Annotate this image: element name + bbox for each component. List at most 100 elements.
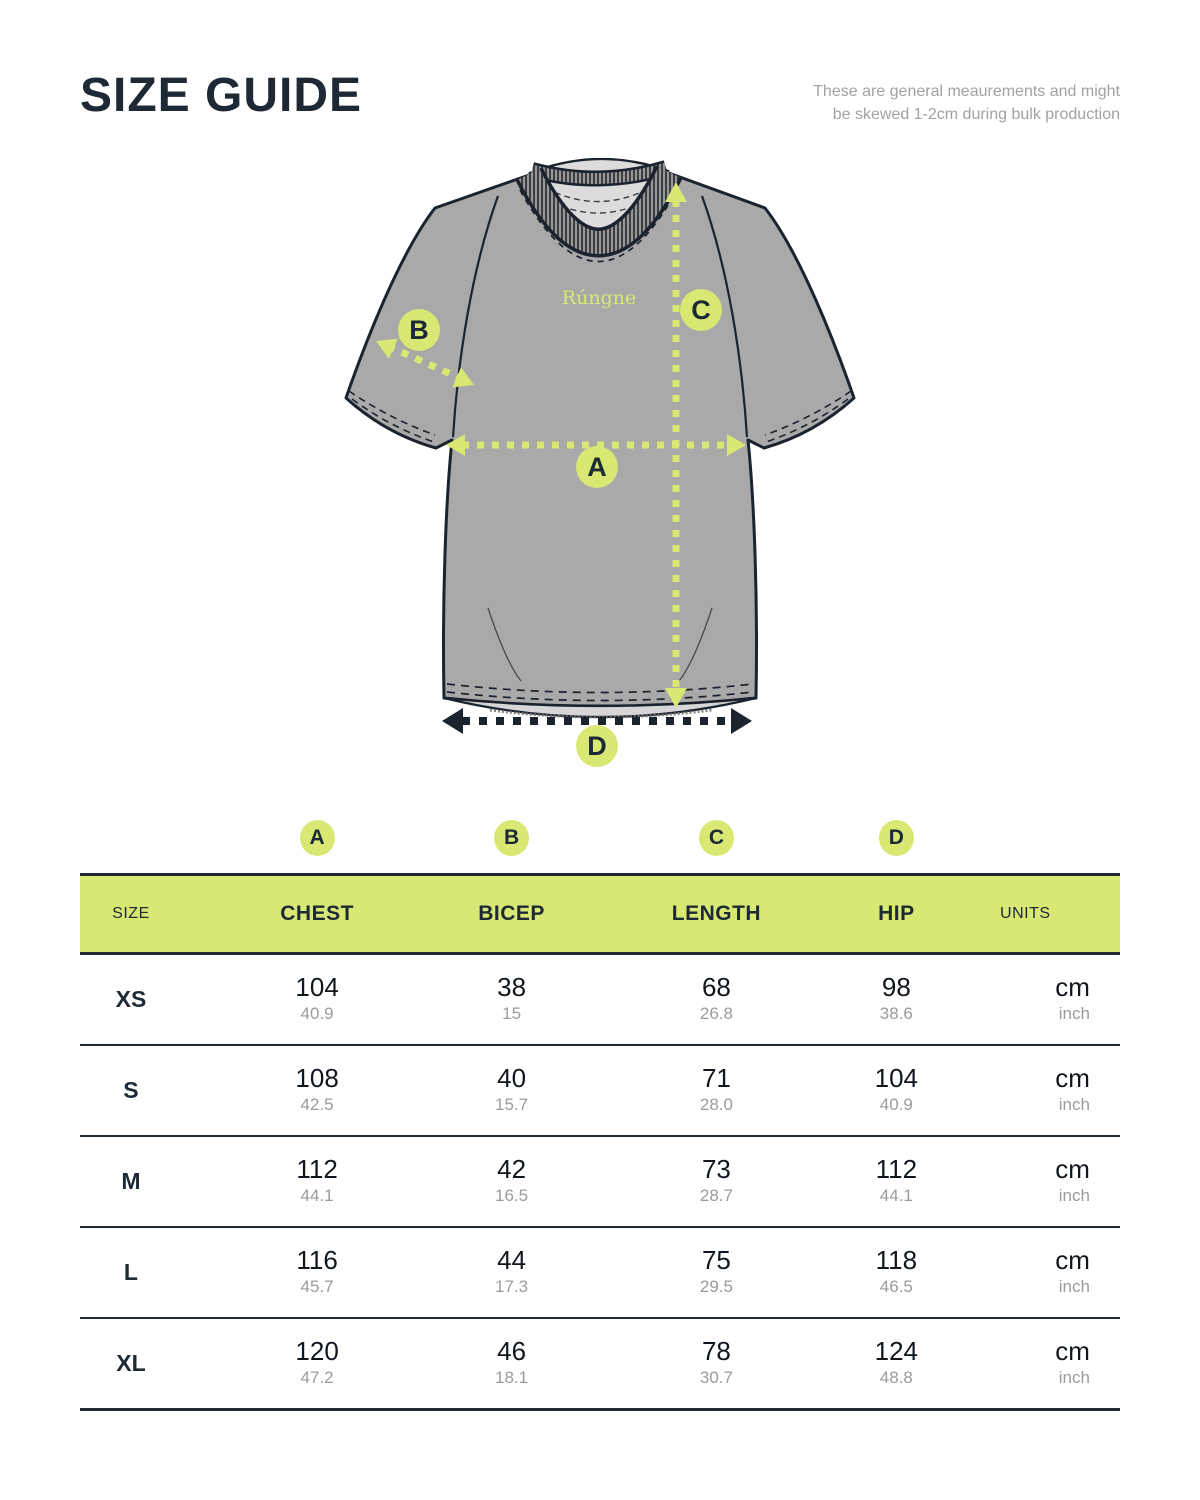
size-label: S bbox=[123, 1077, 139, 1103]
size-table: A B C D SIZE CHEST BICEP LENGTH HIP UNIT… bbox=[80, 820, 1120, 1411]
legend-badge-b: B bbox=[494, 820, 530, 856]
chest-cm: 104 bbox=[295, 972, 339, 1003]
chest-inch: 40.9 bbox=[300, 1003, 334, 1023]
chest-cm: 116 bbox=[296, 1245, 338, 1276]
unit-primary: cm bbox=[1055, 1063, 1090, 1094]
chest-inch: 45.7 bbox=[300, 1276, 334, 1296]
column-header-hip: HIP bbox=[878, 902, 915, 925]
right-sleeve-seam bbox=[700, 195, 749, 438]
marker-badge-b: B bbox=[398, 309, 440, 351]
left-fold-line bbox=[487, 607, 522, 682]
marker-badge-c: C bbox=[680, 289, 722, 331]
size-label: L bbox=[123, 1259, 138, 1285]
measure-arrow-a-right bbox=[727, 434, 746, 456]
column-header-bicep: BICEP bbox=[478, 902, 545, 925]
chest-cm: 120 bbox=[295, 1336, 339, 1367]
disclaimer-text: These are general meaurements and might … bbox=[760, 80, 1120, 126]
chest-inch: 47.2 bbox=[300, 1367, 334, 1387]
chest-inch: 44.1 bbox=[300, 1185, 334, 1205]
svg-text:A: A bbox=[587, 452, 607, 482]
chest-cm: 112 bbox=[296, 1154, 338, 1185]
measure-arrow-d-left bbox=[442, 708, 463, 734]
measure-arrow-c-top bbox=[665, 182, 687, 202]
hip-cm: 118 bbox=[875, 1245, 918, 1276]
bicep-inch: 15.7 bbox=[495, 1094, 529, 1114]
length-cm: 78 bbox=[701, 1336, 731, 1367]
bicep-inch: 15 bbox=[502, 1003, 522, 1023]
table-row-xl: XL 120 47.2 46 18.1 78 30.7 124 48.8 cm inch bbox=[80, 1319, 1120, 1411]
length-cm: 71 bbox=[701, 1063, 731, 1094]
bicep-inch: 16.5 bbox=[495, 1185, 529, 1205]
disclaimer-line-2: be skewed 1-2cm during bulk production bbox=[832, 106, 1120, 124]
length-inch: 28.0 bbox=[699, 1094, 733, 1114]
chest-cm: 108 bbox=[295, 1063, 339, 1094]
collar-front-band bbox=[518, 166, 680, 254]
table-legend-row: A B C D bbox=[80, 820, 1120, 856]
unit-primary: cm bbox=[1055, 1336, 1090, 1367]
collar-seam-stitch bbox=[519, 187, 679, 263]
length-cm: 73 bbox=[701, 1154, 731, 1185]
size-label: M bbox=[121, 1168, 141, 1194]
bicep-cm: 42 bbox=[497, 1154, 527, 1185]
measure-arrow-b-right bbox=[452, 367, 474, 388]
hip-inch: 40.9 bbox=[879, 1094, 913, 1114]
length-inch: 30.7 bbox=[699, 1367, 733, 1387]
unit-secondary: inch bbox=[1058, 1185, 1090, 1205]
measure-arrow-d-right bbox=[731, 708, 752, 734]
svg-text:C: C bbox=[691, 295, 711, 325]
column-header-chest: CHEST bbox=[280, 902, 354, 925]
column-header-length: LENGTH bbox=[671, 902, 762, 925]
page-title: SIZE GUIDE bbox=[80, 69, 363, 122]
length-inch: 26.8 bbox=[699, 1003, 733, 1023]
hip-cm: 124 bbox=[874, 1336, 919, 1367]
hip-cm: 104 bbox=[874, 1063, 919, 1094]
tshirt-measurement-diagram: Rúngne B C bbox=[340, 157, 860, 778]
measure-arrow-a-left bbox=[446, 434, 465, 456]
unit-primary: cm bbox=[1055, 1154, 1090, 1185]
unit-primary: cm bbox=[1055, 972, 1090, 1003]
left-sleeve-seam bbox=[451, 195, 500, 438]
table-row-xs: XS 104 40.9 38 15 68 26.8 98 38.6 cm inch bbox=[80, 955, 1120, 1046]
unit-secondary: inch bbox=[1058, 1276, 1090, 1296]
legend-badge-a: A bbox=[299, 820, 335, 856]
hem-stitch bbox=[446, 683, 754, 694]
hem-stitch-2 bbox=[446, 691, 754, 702]
hip-inch: 48.8 bbox=[879, 1367, 913, 1387]
length-cm: 68 bbox=[701, 972, 731, 1003]
column-header-size: SIZE bbox=[112, 905, 150, 922]
bicep-cm: 40 bbox=[497, 1063, 527, 1094]
unit-secondary: inch bbox=[1058, 1094, 1090, 1114]
measure-arrow-c-bottom bbox=[665, 688, 687, 708]
unit-primary: cm bbox=[1055, 1245, 1090, 1276]
right-fold-line bbox=[678, 607, 713, 682]
unit-secondary: inch bbox=[1058, 1367, 1090, 1387]
bicep-cm: 46 bbox=[497, 1336, 527, 1367]
chest-inch: 42.5 bbox=[300, 1094, 334, 1114]
table-row-l: L 116 45.7 44 17.3 75 29.5 118 46.5 cm inch bbox=[80, 1228, 1120, 1319]
brand-logo-text: Rúngne bbox=[562, 287, 636, 309]
svg-text:B: B bbox=[409, 315, 429, 345]
marker-badge-a: A bbox=[576, 446, 618, 488]
table-row-s: S 108 42.5 40 15.7 71 28.0 104 40.9 cm inch bbox=[80, 1046, 1120, 1137]
collar-back-band bbox=[530, 162, 668, 184]
hip-cm: 112 bbox=[875, 1154, 918, 1185]
bicep-cm: 38 bbox=[497, 972, 527, 1003]
legend-badge-c: C bbox=[698, 820, 734, 856]
left-cuff-stitch-2 bbox=[348, 390, 436, 436]
hip-inch: 44.1 bbox=[879, 1185, 913, 1205]
right-cuff-stitch-2 bbox=[764, 390, 852, 436]
unit-secondary: inch bbox=[1058, 1003, 1090, 1023]
disclaimer-line-1: These are general meaurements and might bbox=[813, 83, 1120, 100]
bicep-inch: 17.3 bbox=[495, 1276, 529, 1296]
marker-badge-d: D bbox=[576, 725, 618, 767]
bicep-inch: 18.1 bbox=[495, 1367, 529, 1387]
bicep-cm: 44 bbox=[497, 1245, 527, 1276]
length-inch: 28.7 bbox=[699, 1185, 733, 1205]
legend-badge-d: D bbox=[878, 820, 914, 856]
hip-cm: 98 bbox=[881, 972, 911, 1003]
hip-inch: 46.5 bbox=[879, 1276, 913, 1296]
table-header-row: SIZE CHEST BICEP LENGTH HIP UNITS bbox=[80, 873, 1120, 955]
length-cm: 75 bbox=[701, 1245, 731, 1276]
size-label: XS bbox=[115, 986, 147, 1012]
